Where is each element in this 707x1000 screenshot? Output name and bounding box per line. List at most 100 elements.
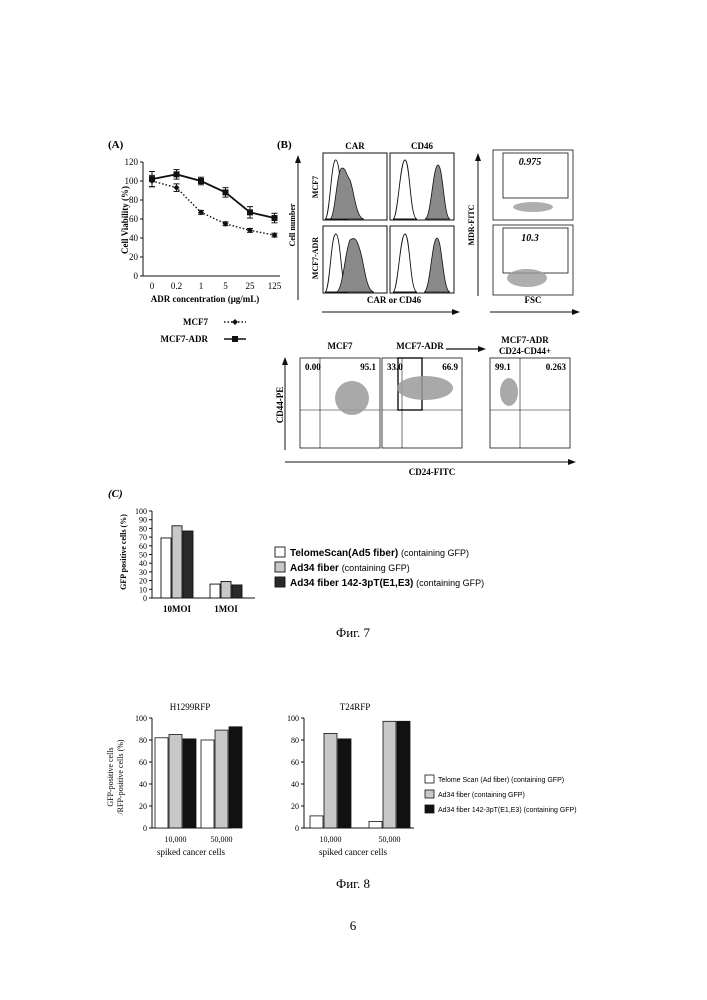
panel-b-label: (B) <box>277 139 292 151</box>
fig8-ylabel-line2: /RFP-positive cells (%) <box>116 739 125 814</box>
fig8-bar <box>396 720 411 829</box>
panel-a: (A) Cell Viability (%) 0 20 40 60 80 100 120 0… <box>108 139 282 344</box>
a-point <box>271 215 278 222</box>
a-ytick-label: 60 <box>129 214 139 224</box>
fig8-xlabel-left: spiked cancer cells <box>157 847 225 857</box>
fig8-ytick-label: 40 <box>139 780 147 789</box>
a-point <box>271 232 278 239</box>
fig8-ytick-label: 60 <box>291 758 299 767</box>
a-point <box>222 189 229 196</box>
scatter-mcf7-right: 95.1 <box>360 362 376 372</box>
a-xtick-label: 125 <box>268 281 282 291</box>
a-xtick-label: 5 <box>223 281 228 291</box>
fig8-bar <box>154 737 169 829</box>
hist-mcf7adr-car <box>322 225 388 294</box>
c-bar <box>209 583 221 599</box>
panel-a-label: (A) <box>108 139 124 151</box>
c-legend-swatch <box>274 546 286 558</box>
c-bar <box>160 537 172 599</box>
a-series-line-0 <box>151 180 275 236</box>
mdr-plot-mcf7adr <box>492 224 574 296</box>
legend-mcf7adr-marker <box>232 336 238 342</box>
panel-a-xlabel: ADR concentration (μg/mL) <box>151 294 260 304</box>
hist-x-arrowhead <box>452 309 460 315</box>
a-ytick-label: 100 <box>125 176 139 186</box>
a-point <box>149 176 155 183</box>
panel-a-legend: MCF7 MCF7-ADR <box>161 317 246 344</box>
scatter-mcf7-left: 0.00 <box>305 362 321 372</box>
fig8-ytick-label: 100 <box>287 714 299 723</box>
fsc-xlabel: FSC <box>524 295 541 305</box>
a-series-line-1 <box>151 173 275 219</box>
c-ytick-label: 50 <box>139 551 147 560</box>
c-ytick-label: 40 <box>139 559 147 568</box>
scatter-title-sorted: MCF7-ADR <box>501 335 549 345</box>
fig8-bar <box>228 726 243 829</box>
fig8-ytick-label: 0 <box>143 824 147 833</box>
c-bar <box>171 525 183 599</box>
scatter-sorted-right: 0.263 <box>546 362 567 372</box>
hist-col-cd46: CD46 <box>411 141 433 151</box>
hist-y-arrowhead <box>295 155 301 163</box>
mdr-value-mcf7: 0.975 <box>519 157 542 168</box>
hist-xlabel: CAR or CD46 <box>367 295 422 305</box>
fig8-category-label: 50,000 <box>211 835 233 844</box>
panel-c: (C) GFP positive cells (%) 0102030405060… <box>108 488 484 614</box>
fig8-legend-label: Telome Scan (Ad fiber) (containing GFP) <box>438 777 564 784</box>
scatter-y-arrowhead <box>282 357 288 365</box>
scatter-mcf7adr <box>381 357 463 449</box>
scatter-sort-arrowhead <box>478 346 486 352</box>
fig8-bar <box>168 734 183 829</box>
hist-row-mcf7adr: MCF7-ADR <box>311 237 320 279</box>
scatter-x-arrowhead <box>568 459 576 465</box>
a-ytick-label: 40 <box>129 233 139 243</box>
scatter-title-mcf7adr: MCF7-ADR <box>396 341 444 351</box>
fig8-bar <box>368 821 383 829</box>
fig8-bar <box>337 738 352 829</box>
a-ytick-label: 0 <box>134 271 139 281</box>
a-point <box>173 171 180 178</box>
fig8-chart-0: H1299RFP 0 20 40 60 80 100 10,000 50,000 <box>135 702 243 844</box>
fig8-bar <box>323 733 338 829</box>
c-legend-label: Ad34 fiber (containing GFP) <box>290 563 410 574</box>
scatter-sorted <box>489 357 571 449</box>
mdr-y-arrowhead <box>475 153 481 161</box>
a-ytick-label: 120 <box>125 157 139 167</box>
a-point <box>247 227 253 234</box>
scatter-ylabel: CD44-PE <box>275 387 285 424</box>
c-category-label: 10MOI <box>163 604 191 614</box>
fig8-ytick-label: 80 <box>139 736 147 745</box>
a-xtick-label: 0.2 <box>171 281 182 291</box>
scatter-title-mcf7: MCF7 <box>328 341 353 351</box>
fig8-ytick-label: 60 <box>139 758 147 767</box>
c-ytick-label: 20 <box>139 577 147 586</box>
panel-c-ylabel: GFP positive cells (%) <box>119 514 128 590</box>
hist-col-car: CAR <box>345 141 365 151</box>
c-ytick-label: 80 <box>139 524 147 533</box>
fig8-bar <box>214 729 229 829</box>
c-bar <box>220 581 232 599</box>
hist-ylabel: Cell number <box>288 203 297 246</box>
fsc-x-arrowhead <box>572 309 580 315</box>
scatter-mcf7adr-left: 33.0 <box>387 362 403 372</box>
fig8-bar <box>309 815 324 829</box>
scatter-mcf7 <box>299 357 381 449</box>
a-xtick-label: 25 <box>246 281 256 291</box>
fig8-ytick-label: 20 <box>139 802 147 811</box>
c-ytick-label: 100 <box>135 507 147 516</box>
a-point <box>247 209 253 216</box>
c-legend-label: TelomeScan(Ad5 fiber) (containing GFP) <box>290 548 469 559</box>
c-ytick-label: 60 <box>139 542 147 551</box>
panel-a-ylabel: Cell Viability (%) <box>120 186 130 254</box>
fig8-legend-swatch <box>424 774 435 784</box>
c-ytick-label: 30 <box>139 568 147 577</box>
page-number: 6 <box>350 918 357 933</box>
scatter-mcf7adr-right: 66.9 <box>442 362 458 372</box>
c-bar <box>231 584 243 599</box>
mdr-ylabel: MDR-FITC <box>467 204 476 245</box>
a-point <box>198 178 204 184</box>
fig8-legend-label: Ad34 fiber (containing GFP) <box>438 792 525 799</box>
fig8-ytick-label: 40 <box>291 780 299 789</box>
legend-mcf7-marker <box>232 319 238 325</box>
